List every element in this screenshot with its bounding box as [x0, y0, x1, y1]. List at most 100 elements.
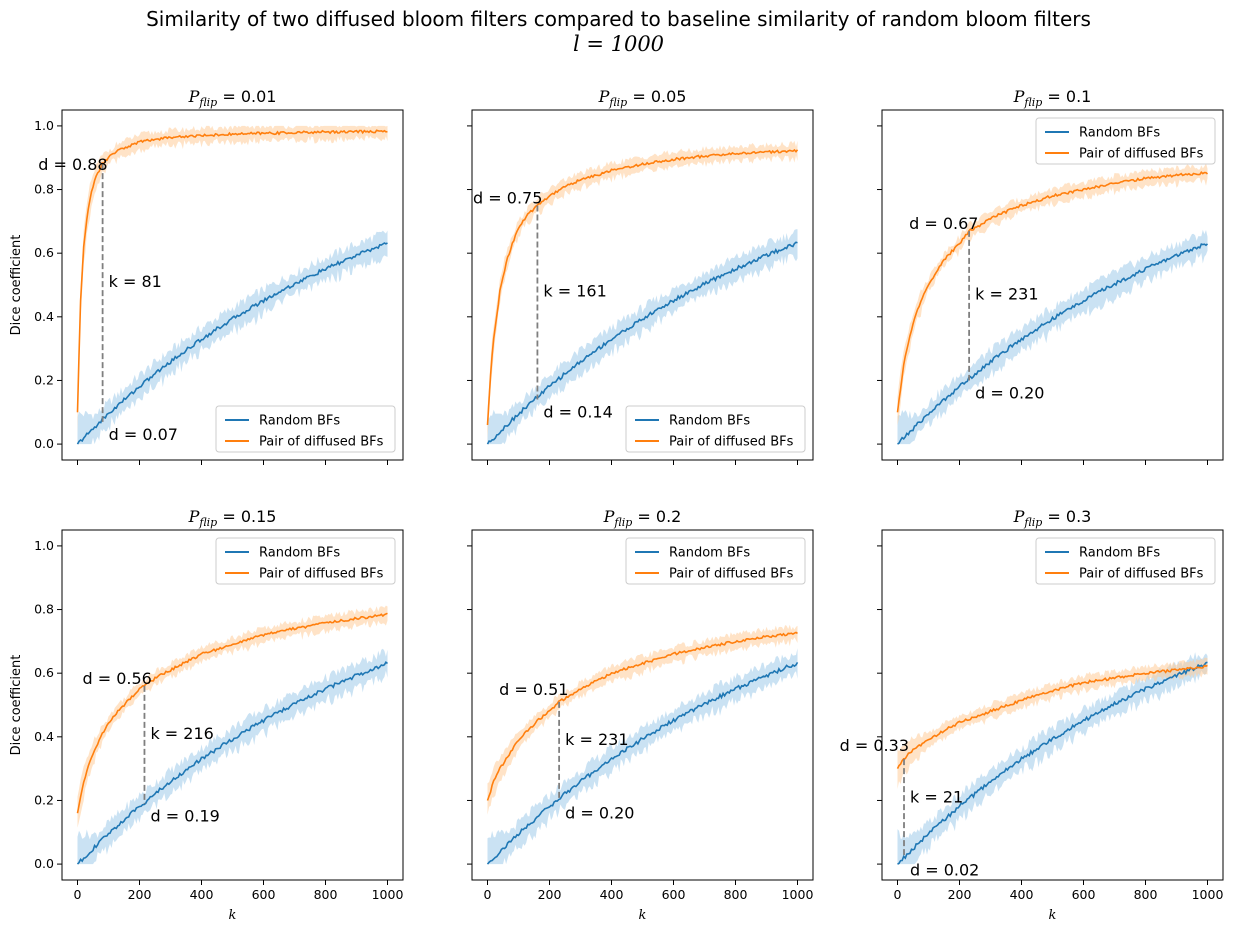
- figure-title-line1: Similarity of two diffused bloom filters…: [146, 7, 1091, 31]
- legend: Random BFs Pair of diffused BFs: [625, 405, 806, 453]
- legend-label: Random BFs: [1079, 126, 1160, 141]
- x-tick-label: 1000: [372, 887, 404, 902]
- legend-label: Random BFs: [259, 414, 340, 429]
- legend-label: Pair of diffused BFs: [259, 435, 384, 450]
- y-axis-label: Dice coefficient: [9, 235, 24, 336]
- k-label: k = 216: [150, 724, 213, 743]
- axes-frame: [61, 109, 404, 461]
- diffused-line: [486, 148, 799, 426]
- legend-label: Pair of diffused BFs: [669, 435, 794, 450]
- d-random-label: d = 0.02: [910, 861, 979, 880]
- random-band: [897, 229, 1208, 445]
- y-tick-label: 0.2: [34, 372, 54, 387]
- legend-box: [625, 537, 806, 585]
- x-tick-label: 200: [128, 887, 152, 902]
- diffused-line: [76, 129, 388, 413]
- y-tick-label: 0.6: [34, 665, 54, 680]
- k-label: k = 161: [543, 282, 606, 301]
- x-axis-label: k: [229, 908, 237, 923]
- y-tick-label: 1.0: [34, 118, 54, 133]
- x-tick-label: 0: [74, 887, 82, 902]
- diffused-band: [77, 605, 388, 828]
- panel-title: Pflip = 0.1: [1013, 87, 1092, 109]
- d-diffused-label: d = 0.56: [82, 669, 151, 688]
- y-tick-label: 0.4: [34, 309, 54, 324]
- chart-panel-5: d = 0.51 k = 231 d = 0.20 0 200 400 600 800 1000…: [467, 507, 814, 923]
- diffused-band: [487, 624, 798, 815]
- d-diffused-label: d = 0.75: [473, 188, 542, 207]
- chart-panel-4: d = 0.56 k = 216 d = 0.19 0 200 400 600 800 1000…: [9, 507, 404, 923]
- legend-box: [215, 405, 396, 453]
- legend-label: Random BFs: [1079, 546, 1160, 561]
- d-diffused-label: d = 0.51: [499, 680, 568, 699]
- chart-panel-2: d = 0.75 k = 161 d = 0.14 Pflip = 0.05 Rando…: [467, 87, 814, 465]
- axes-frame: [881, 529, 1224, 881]
- legend: Random BFs Pair of diffused BFs: [215, 405, 396, 453]
- random-line: [486, 661, 799, 865]
- panel-title: Pflip = 0.3: [1013, 507, 1092, 529]
- panel-title: Pflip = 0.15: [188, 507, 277, 529]
- legend: Random BFs Pair of diffused BFs: [625, 537, 806, 585]
- random-line: [76, 242, 388, 445]
- x-tick-label: 200: [538, 887, 562, 902]
- x-tick-label: 0: [894, 887, 902, 902]
- random-band: [487, 648, 798, 865]
- legend-label: Pair of diffused BFs: [1079, 567, 1204, 582]
- legend-label: Random BFs: [259, 546, 340, 561]
- chart-panel-3: d = 0.67 k = 231 d = 0.20 Pflip = 0.1 Random…: [877, 87, 1224, 465]
- diffused-line: [896, 664, 1208, 769]
- figure-title-line2: l = 1000: [572, 32, 665, 56]
- y-tick-label: 0.4: [34, 729, 54, 744]
- x-tick-label: 800: [314, 887, 338, 902]
- random-band: [77, 230, 388, 445]
- y-axis-label: Dice coefficient: [9, 655, 24, 756]
- legend-label: Random BFs: [669, 414, 750, 429]
- legend-label: Pair of diffused BFs: [669, 567, 794, 582]
- d-diffused-label: d = 0.88: [38, 155, 107, 174]
- d-random-label: d = 0.20: [565, 803, 634, 822]
- diffused-line: [76, 612, 388, 814]
- x-tick-label: 1000: [1192, 887, 1224, 902]
- d-random-label: d = 0.07: [109, 425, 178, 444]
- d-diffused-label: d = 0.33: [840, 736, 909, 755]
- diffused-line: [896, 170, 1209, 413]
- legend: Random BFs Pair of diffused BFs: [215, 537, 396, 585]
- x-tick-label: 800: [1134, 887, 1158, 902]
- axes-frame: [61, 529, 404, 881]
- legend-box: [1035, 117, 1216, 165]
- random-line: [76, 660, 389, 865]
- x-tick-label: 400: [190, 887, 214, 902]
- x-tick-label: 400: [1010, 887, 1034, 902]
- panel-title: Pflip = 0.01: [188, 87, 277, 109]
- random-band: [77, 648, 388, 865]
- d-random-label: d = 0.14: [543, 403, 612, 422]
- y-tick-label: 0.8: [34, 602, 54, 617]
- x-axis-label: k: [1049, 908, 1057, 923]
- x-tick-label: 1000: [782, 887, 814, 902]
- y-tick-label: 1.0: [34, 538, 54, 553]
- panel-title: Pflip = 0.2: [603, 507, 682, 529]
- random-line: [897, 661, 1208, 865]
- k-label: k = 231: [975, 285, 1038, 304]
- k-label: k = 21: [910, 787, 963, 806]
- random-band: [487, 229, 798, 445]
- legend-box: [215, 537, 396, 585]
- legend-label: Random BFs: [669, 546, 750, 561]
- x-tick-label: 600: [252, 887, 276, 902]
- legend-box: [625, 405, 806, 453]
- d-random-label: d = 0.19: [150, 807, 219, 826]
- k-label: k = 81: [109, 272, 162, 291]
- random-line: [486, 241, 798, 445]
- y-tick-label: 0.2: [34, 792, 54, 807]
- panel-title: Pflip = 0.05: [598, 87, 687, 109]
- y-tick-label: 0.0: [34, 856, 54, 871]
- legend-label: Pair of diffused BFs: [1079, 147, 1204, 162]
- legend-box: [1035, 537, 1216, 585]
- d-diffused-label: d = 0.67: [909, 214, 978, 233]
- axes-frame: [471, 109, 814, 461]
- diffused-band: [897, 163, 1208, 426]
- d-random-label: d = 0.20: [975, 383, 1044, 402]
- x-tick-label: 600: [1072, 887, 1096, 902]
- axes-frame: [471, 529, 814, 881]
